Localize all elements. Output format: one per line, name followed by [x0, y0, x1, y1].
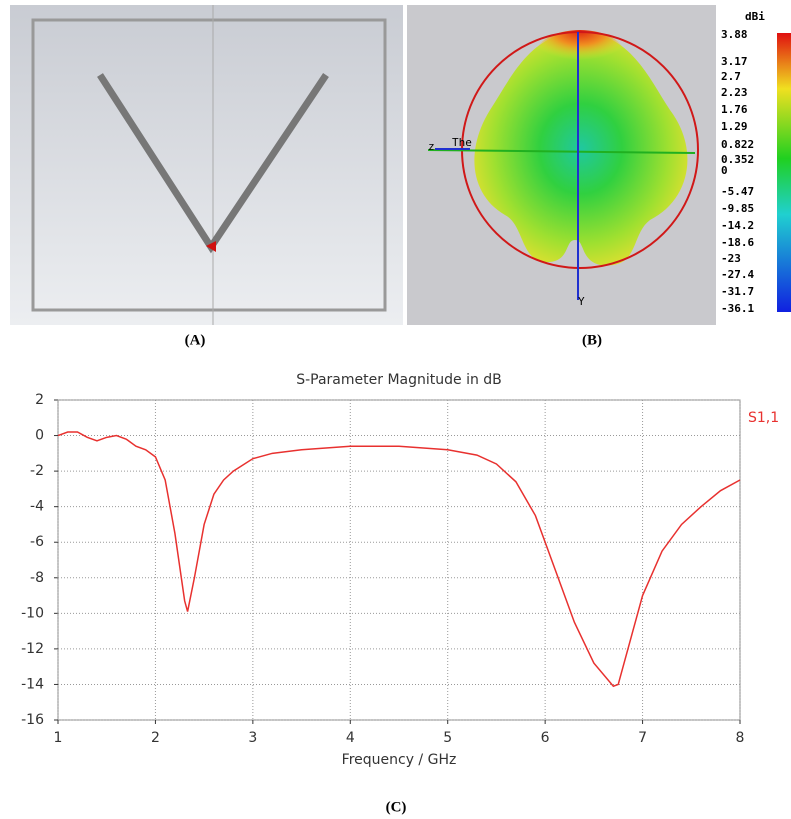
y-tick-label: -12: [21, 641, 44, 657]
y-tick-label: 0: [35, 428, 44, 444]
y-tick-label: 2: [35, 392, 44, 408]
x-tick-label: 8: [736, 730, 745, 746]
colorbar-label: -27.4: [721, 268, 754, 281]
colorbar-label: 1.29: [721, 120, 748, 133]
colorbar-label: -5.47: [721, 185, 754, 198]
x-tick-label: 5: [443, 730, 452, 746]
colorbar-label: -14.2: [721, 219, 754, 232]
axis-label: The: [452, 136, 472, 149]
legend-entry: S1,1: [748, 410, 779, 426]
colorbar-label: -23: [721, 252, 741, 265]
figure: z The Y dBi 3.88 3.17 2.7 2.23 1.76 1.29 0.822…: [0, 0, 791, 819]
colorbar-label: 3.17: [721, 55, 748, 68]
x-tick-label: 3: [248, 730, 257, 746]
page: z The Y dBi 3.88 3.17 2.7 2.23 1.76 1.29 0.822…: [0, 0, 791, 819]
panel-label: (B): [582, 332, 602, 348]
colorbar-label: -31.7: [721, 285, 754, 298]
y-tick-label: -8: [30, 570, 44, 586]
panel-b: z The Y dBi 3.88 3.17 2.7 2.23 1.76 1.29 0.822…: [407, 5, 791, 325]
colorbar: [777, 33, 791, 312]
y-tick-label: -14: [21, 676, 44, 692]
colorbar-label: 2.7: [721, 70, 741, 83]
colorbar-title: dBi: [745, 10, 765, 23]
pattern-peak: [535, 30, 625, 80]
background: [10, 5, 403, 325]
x-tick-label: 7: [638, 730, 647, 746]
y-tick-label: -4: [30, 499, 44, 515]
x-axis-label: Frequency / GHz: [342, 752, 457, 768]
colorbar-label: -18.6: [721, 236, 754, 249]
panel-a: [10, 5, 403, 325]
chart-title: S-Parameter Magnitude in dB: [296, 372, 502, 388]
panel-label: (C): [386, 799, 407, 815]
axis-label: z: [428, 140, 435, 153]
axis-label: Y: [578, 295, 585, 308]
y-tick-label: -16: [21, 712, 44, 728]
x-tick-label: 2: [151, 730, 160, 746]
colorbar-label: -9.85: [721, 202, 754, 215]
colorbar-label: 0: [721, 164, 728, 177]
colorbar-label: 1.76: [721, 103, 748, 116]
y-tick-label: -2: [30, 463, 44, 479]
plot-area: [58, 400, 740, 720]
chart: S-Parameter Magnitude in dB Frequency / …: [21, 372, 779, 768]
y-tick-label: -6: [30, 534, 44, 550]
colorbar-label: 2.23: [721, 86, 748, 99]
colorbar-label: -36.1: [721, 302, 754, 315]
colorbar-label: 0.822: [721, 138, 754, 151]
panel-label: (A): [185, 332, 206, 348]
x-tick-label: 4: [346, 730, 355, 746]
colorbar-label: 3.88: [721, 28, 748, 41]
x-tick-label: 6: [541, 730, 550, 746]
y-tick-label: -10: [21, 605, 44, 621]
x-tick-label: 1: [54, 730, 63, 746]
